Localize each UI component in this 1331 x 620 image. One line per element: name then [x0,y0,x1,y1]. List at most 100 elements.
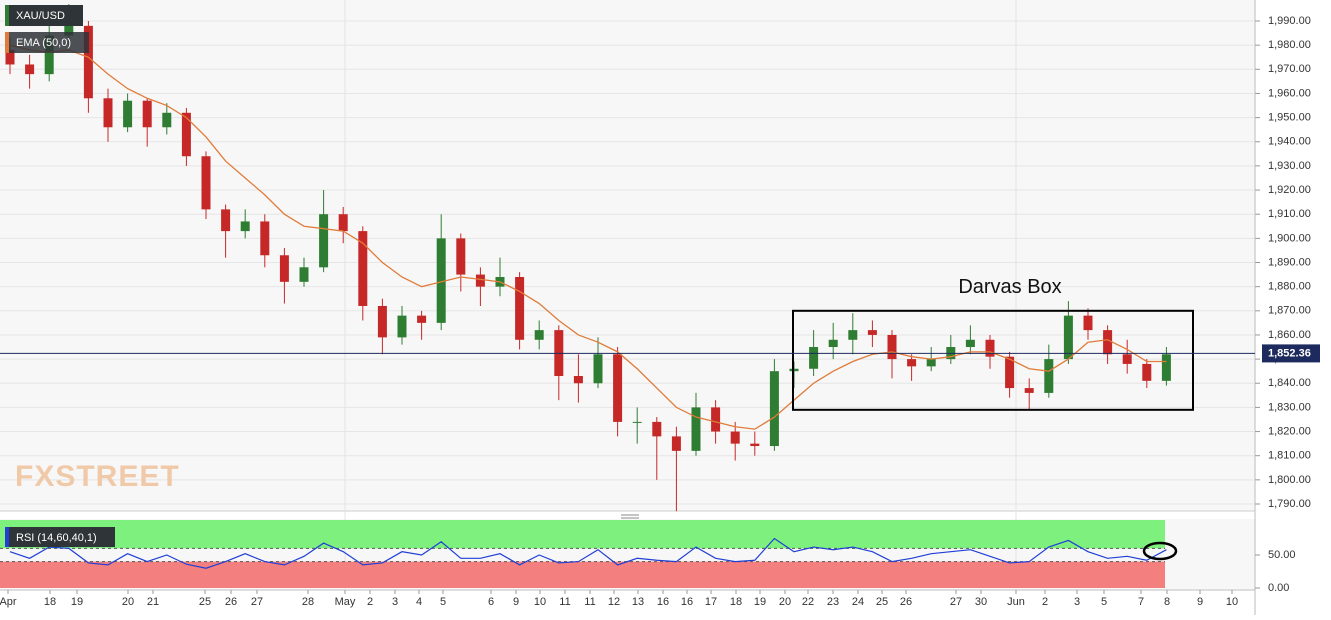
candle-body [985,339,995,357]
candle-body [691,407,701,451]
x-tick-label: 18 [44,596,56,608]
y-tick-label: 50.00 [1268,549,1296,561]
candle-body [926,359,936,367]
y-tick-label: 1,800.00 [1268,474,1311,486]
candle-body [1024,388,1034,393]
x-tick-label: 5 [440,596,446,608]
candle-body [83,25,93,99]
y-tick-label: 1,930.00 [1268,160,1311,172]
x-tick-label: Apr [0,596,17,608]
y-tick-label: 1,810.00 [1268,450,1311,462]
candle-body [142,100,152,128]
candle-body [965,339,975,348]
y-tick-label: 1,970.00 [1268,63,1311,75]
x-tick-label: 26 [900,596,912,608]
x-tick-label: 4 [416,596,422,608]
y-tick-label: 1,990.00 [1268,15,1311,27]
ema-stripe [5,32,9,53]
candle-body [848,330,858,340]
candle-body [632,421,642,423]
rsi-zone [0,520,1165,549]
x-tick-label: 25 [876,596,888,608]
candle-body [44,35,54,75]
x-tick-label: 9 [513,596,519,608]
x-tick-label: 25 [199,596,211,608]
x-tick-label: 13 [632,596,644,608]
candle-body [515,276,525,340]
x-tick-label: 16 [681,596,693,608]
candle-body [279,255,289,282]
y-tick-label: 1,790.00 [1268,498,1311,510]
candle-body [867,330,877,335]
candle-body [64,25,74,36]
candle-body [417,315,427,323]
x-tick-label: 17 [705,596,717,608]
candle-body [221,209,231,232]
x-tick-label: 19 [754,596,766,608]
main-panel [0,0,1255,511]
rsi-stripe [5,527,9,547]
candle-body [573,376,583,384]
candle-body [828,339,838,348]
candle-body [358,231,368,306]
candle-body [1044,359,1054,393]
annotation-label: Darvas Box [958,276,1061,298]
y-tick-label: 1,950.00 [1268,112,1311,124]
x-tick-label: 16 [657,596,669,608]
candle-body [711,407,721,432]
candle-body [299,267,309,282]
last-price-box [1262,344,1320,363]
candle-body [613,354,623,422]
x-tick-label: 20 [779,596,791,608]
symbol-box [5,5,83,26]
x-tick-label: 23 [827,596,839,608]
rsi-box [5,527,115,547]
candle-body [652,421,662,437]
candle-body [377,305,387,338]
x-tick-label: 30 [975,596,987,608]
plot-content: 1,790.00 1,800.00 1,810.00 1,820.00 1,830.00… [0,0,1320,608]
y-tick-label: 1,830.00 [1268,401,1311,413]
ema-box [5,32,89,53]
candle-body [25,64,35,75]
highlight-circle [1142,541,1178,561]
y-tick-label: 1,840.00 [1268,377,1311,389]
x-tick-label: 12 [608,596,620,608]
y-tick-label: 0.00 [1268,582,1289,594]
candle-body [809,347,819,369]
candle-body [671,436,681,451]
y-tick-label: 1,960.00 [1268,87,1311,99]
candle-body [1063,315,1073,360]
x-tick-label: 8 [1164,596,1170,608]
candle-body [338,214,348,232]
darvas-box [792,309,1194,411]
x-tick-label: 7 [1138,596,1144,608]
x-tick-label: 21 [147,596,159,608]
x-tick-label: 18 [730,596,742,608]
candle-body [730,431,740,444]
y-tick-label: 1,900.00 [1268,232,1311,244]
rsi-legend: RSI (14,60,40,1) [16,532,97,544]
y-tick-label: 1,920.00 [1268,184,1311,196]
x-tick-label: 10 [1226,596,1238,608]
y-tick-label: 1,890.00 [1268,256,1311,268]
y-tick-label: 1,870.00 [1268,305,1311,317]
x-tick-label: 5 [1101,596,1107,608]
rsi-zone [0,561,1165,588]
candle-body [475,274,485,287]
candle-body [593,354,603,384]
x-tick-label: May [335,596,356,608]
candle-body [201,156,211,210]
candle-body [769,371,779,447]
candle-body [436,238,446,323]
y-tick-label: 1,940.00 [1268,136,1311,148]
candle-body [1122,354,1132,364]
x-tick-label: 9 [1197,596,1203,608]
candle-body [260,221,270,256]
x-tick-label: 2 [1042,596,1048,608]
x-tick-label: 3 [1074,596,1080,608]
x-tick-label: 27 [251,596,263,608]
x-tick-label: 11 [584,596,595,608]
